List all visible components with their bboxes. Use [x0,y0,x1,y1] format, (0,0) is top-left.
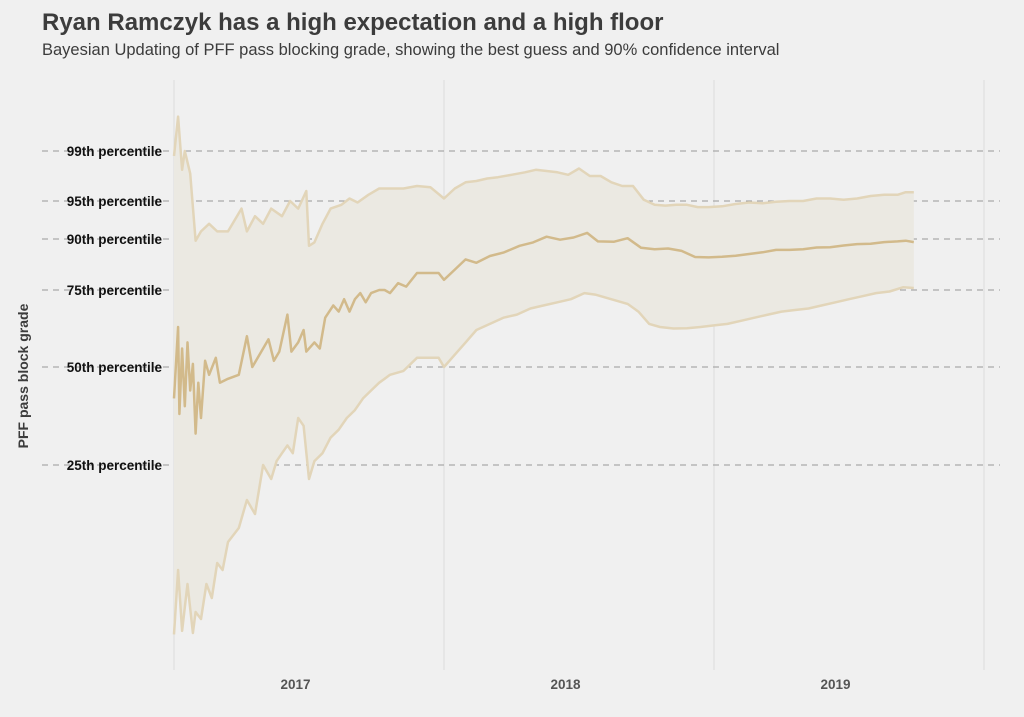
x-tick-labels: 2017 2018 2019 [280,677,850,692]
estimate-line [172,231,915,435]
y-tick-label: 75th percentile [67,283,163,298]
chart-subtitle: Bayesian Updating of PFF pass blocking g… [42,41,780,59]
series-lines [172,115,915,635]
lower-bound-line [172,286,914,635]
confidence-band-fill [174,116,914,635]
y-tick-label: 95th percentile [67,194,163,209]
y-tick-label: 99th percentile [67,144,163,159]
x-tick-label: 2019 [820,677,850,692]
x-tick-label: 2017 [280,677,310,692]
y-tick-label: 50th percentile [67,360,163,375]
y-tick-label: 25th percentile [67,458,163,473]
upper-bound-line [172,115,914,248]
x-tick-label: 2018 [550,677,581,692]
y-axis-label: PFF pass block grade [15,303,31,448]
y-tick-labels: 25th percentile 50th percentile 75th perce… [67,144,163,473]
y-tick-label: 90th percentile [67,232,163,247]
chart-title: Ryan Ramczyk has a high expectation and … [42,9,664,36]
confidence-band [174,116,914,635]
